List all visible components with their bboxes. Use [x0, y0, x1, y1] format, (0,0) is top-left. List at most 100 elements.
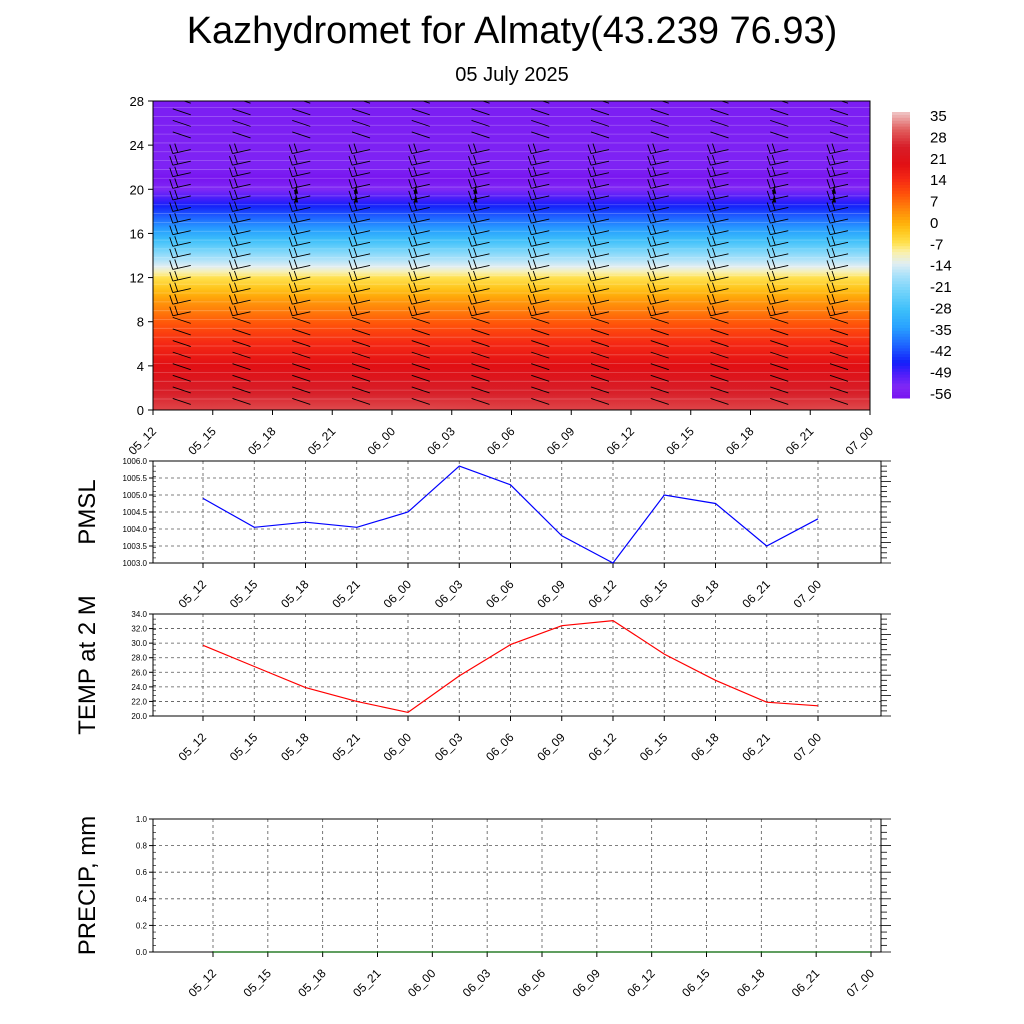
wind-barb — [770, 183, 789, 189]
wind-barb-flag — [527, 271, 532, 282]
x-tick-label: 06_09 — [544, 424, 578, 458]
wind-barb — [590, 264, 610, 270]
wind-barb — [710, 288, 729, 294]
wind-barb — [411, 160, 430, 166]
wind-barb-flag — [532, 212, 537, 223]
y-tick-label: 1.0 — [136, 815, 148, 824]
wind-pennant — [354, 185, 358, 194]
wind-barb — [590, 311, 610, 317]
wind-barb — [351, 230, 371, 236]
x-tick-label: 05_18 — [295, 966, 329, 1000]
wind-barb — [531, 363, 550, 371]
wind-barb — [351, 131, 371, 139]
colorbar-segment — [892, 187, 910, 192]
wind-barb — [829, 172, 849, 178]
y-tick-label: 28.0 — [131, 654, 147, 663]
y-tick-label: 1006.0 — [123, 457, 148, 466]
colorbar-label: 28 — [930, 129, 947, 146]
pmsl-frame — [152, 460, 882, 564]
wind-barb-flag — [234, 224, 238, 234]
wind-barb — [531, 160, 550, 166]
wind-barb-flag — [771, 166, 776, 176]
colorbar-segment — [892, 217, 910, 221]
wind-barb — [770, 207, 789, 212]
wind-barb — [710, 374, 729, 382]
wind-pennant — [294, 185, 299, 194]
wind-barb — [531, 351, 550, 359]
x-tick-label: 06_00 — [381, 577, 415, 611]
x-tick-label: 05_12 — [126, 424, 160, 458]
wind-barb — [172, 131, 191, 139]
wind-barb — [351, 183, 371, 189]
wind-barb — [829, 149, 849, 154]
wind-barb-flag — [712, 178, 716, 188]
wind-barb-flag — [229, 271, 233, 282]
x-tick-label: 05_15 — [227, 577, 261, 611]
wind-barb — [531, 108, 550, 116]
temperature-contours — [153, 107, 870, 400]
y-tick-label: 16 — [130, 226, 144, 241]
wind-barb-flag — [348, 283, 353, 293]
colorbar-segment — [892, 266, 910, 271]
x-tick-label: 06_21 — [783, 424, 817, 458]
wind-barb — [411, 149, 430, 154]
x-tick-label: 06_12 — [586, 730, 620, 764]
wind-barb — [481, 101, 490, 104]
colorbar-segment — [892, 374, 910, 379]
wind-barb — [351, 218, 371, 224]
wind-barb-flag — [712, 212, 716, 223]
wind-barb-flag — [353, 270, 358, 281]
wind-barb — [471, 374, 490, 382]
wind-barb-flag — [652, 166, 657, 176]
wind-barb — [351, 328, 371, 336]
wind-barb — [292, 119, 311, 127]
wind-barb — [590, 119, 610, 127]
wind-barb-flag — [766, 283, 771, 293]
wind-barb — [351, 119, 371, 127]
wind-barb-flag — [473, 270, 477, 281]
wind-barb-flag — [293, 201, 298, 211]
wind-barb — [232, 195, 251, 201]
wind-barb-flag — [707, 248, 711, 258]
wind-barb-flag — [587, 306, 592, 316]
wind-barb — [172, 363, 191, 371]
colorbar-segment — [892, 284, 910, 288]
wind-barb-flag — [348, 225, 353, 235]
wind-barb-flag — [288, 156, 293, 166]
colorbar-segment — [892, 325, 910, 329]
wind-barb-flag — [174, 166, 179, 176]
wind-barb — [351, 160, 371, 166]
wind-barb-flag — [288, 271, 293, 282]
wind-barb — [351, 253, 371, 259]
wind-barb — [351, 311, 371, 317]
wind-barb-flag — [587, 248, 592, 258]
wind-barb — [650, 195, 669, 201]
y-tick-label: 20 — [130, 182, 144, 197]
colorbar-segment — [892, 330, 910, 335]
wind-barb — [351, 351, 371, 359]
wind-barb — [531, 328, 550, 336]
wind-barb-flag — [771, 294, 776, 304]
wind-barb — [421, 101, 430, 104]
wind-barb — [292, 131, 311, 139]
wind-barb — [172, 299, 191, 305]
y-tick-label: 12 — [130, 271, 144, 286]
wind-barb — [292, 398, 311, 405]
wind-pennant — [473, 194, 478, 203]
wind-barb-flag — [831, 259, 836, 269]
wind-barb — [710, 386, 729, 394]
wind-barb-flag — [408, 190, 413, 201]
wind-barb — [351, 340, 371, 347]
wind-barb-flag — [587, 167, 592, 177]
colorbar-segment — [892, 123, 910, 128]
wind-barb-flag — [831, 294, 836, 304]
wind-barb-flag — [413, 270, 418, 281]
y-tick-label: 4 — [137, 359, 144, 374]
y-tick-label: 0.8 — [136, 842, 148, 851]
wind-barb — [411, 363, 430, 371]
y-tick-label: 20.0 — [131, 712, 147, 721]
wind-barb-flag — [288, 295, 293, 305]
wind-barb-flag — [234, 178, 238, 188]
wind-barb-flag — [234, 247, 238, 257]
wind-barb-flag — [408, 179, 413, 189]
